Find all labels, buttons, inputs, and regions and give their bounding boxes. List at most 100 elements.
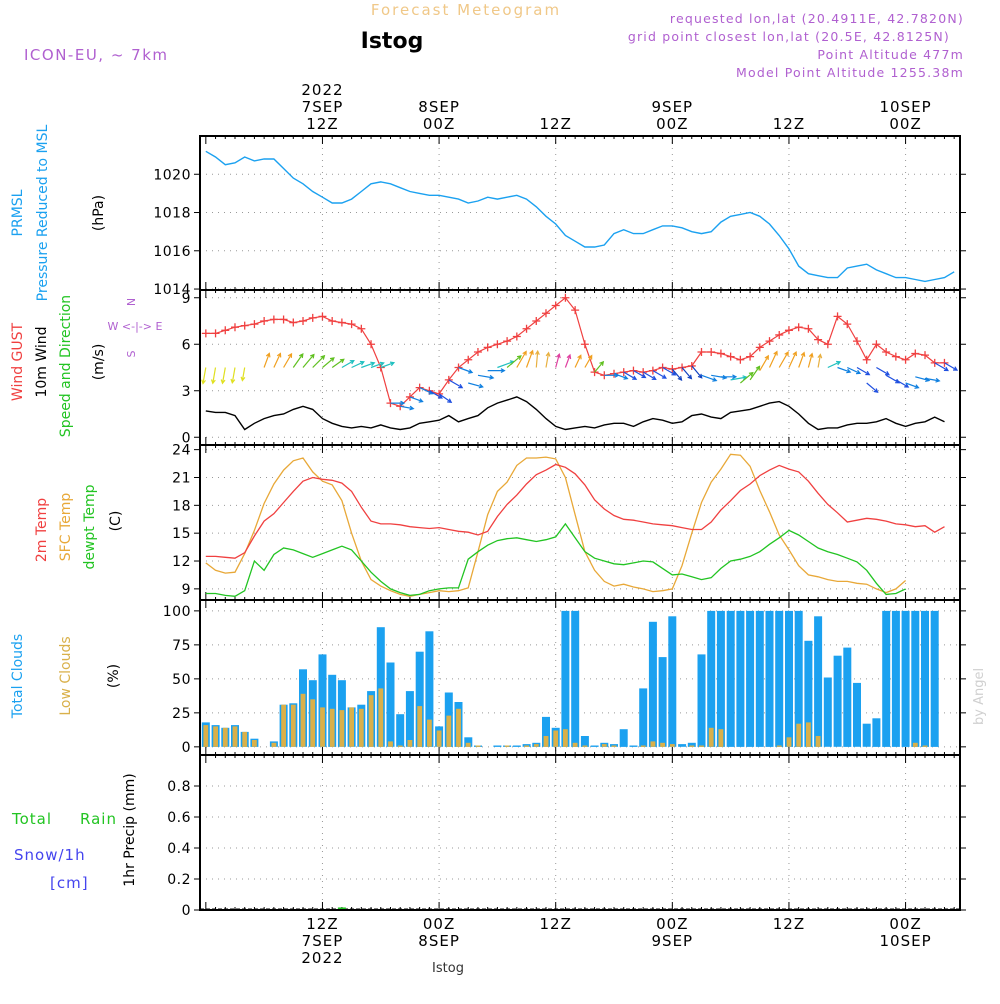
total-cloud-bar [716,610,725,747]
total-cloud-bar [794,610,803,747]
wind-direction-arrow [390,400,406,406]
bottom-time-label: 12Z [540,915,572,933]
wind-direction-arrow [201,367,207,385]
low-cloud-bar [456,708,461,747]
bottom-time-label: 9SEP [652,932,694,950]
wind-direction-arrow [477,374,495,380]
gust-marker [629,366,638,375]
gust-marker [891,352,900,361]
low-cloud-bar [242,731,248,747]
clouds-ytick-label: 0 [182,740,191,756]
low-cloud-bar [806,722,811,747]
pressure-line [205,150,955,283]
low-cloud-bar [290,704,296,747]
wind-direction-arrow [220,367,226,385]
total-cloud-bar [814,616,823,747]
wind-direction-arrow [331,358,345,368]
wind-direction-arrow [798,351,806,368]
low-cloud-bar [378,688,384,747]
wind-direction-arrow [302,353,315,368]
wind-direction-arrow [944,362,959,371]
low-cloud-bar [699,745,704,747]
gust-marker [250,320,259,329]
wind-ytick-label: 3 [182,384,191,400]
wind-ytick-label: 6 [182,337,191,353]
label-speed-direction: Speed and Direction [58,295,74,437]
precip-grid [194,755,966,911]
location-title: Istog [361,29,424,54]
low-cloud-bar [252,740,257,747]
precip-frame [199,754,961,911]
precip-panel: 0 0.2 0.4 0.6 0.8 [167,754,966,919]
total-cloud-bar [629,745,638,747]
low-cloud-bar [776,745,782,747]
gust-marker [668,365,677,374]
label-snow: Snow/1h [14,846,86,864]
gust-marker [493,340,502,349]
wind-direction-arrow [905,382,920,389]
wind-direction-arrow [409,396,424,403]
gust-marker [921,351,930,360]
wind-direction-arrow [468,382,484,389]
low-cloud-bar [358,708,364,747]
low-cloud-bar [563,729,568,747]
total-cloud-bar [522,744,531,747]
wind-direction-arrow [273,352,282,368]
total-cloud-bar [891,610,900,747]
wind-direction-arrow [564,353,572,368]
requested-coords: requested lon,lat (20.4911E, 42.7820N) [670,11,964,26]
wind-direction-arrow [613,373,629,380]
wind-ytick-label: 9 [182,291,191,307]
wind-direction-arrow [322,357,335,368]
low-cloud-bar [388,741,393,747]
gust-marker [882,348,891,356]
gust-marker [561,293,570,302]
total-cloud-bar [639,688,648,747]
watermark: by Angel [972,668,987,725]
gust-marker [862,355,871,364]
label-percent: (%) [106,664,122,688]
compass-north: N [125,298,138,306]
wind-direction-arrow [924,377,941,383]
label-total-clouds: Total Clouds [10,634,26,719]
compass-south: S [125,350,138,357]
label-prmsl: PRMSL [10,189,26,236]
low-cloud-bar [368,695,374,747]
bottom-time-label: 8SEP [418,932,460,950]
temp-ytick-label: 15 [172,526,191,542]
temp-ytick-label: 21 [172,470,191,486]
total-cloud-bar [697,654,706,747]
wind-direction-arrow [448,379,464,389]
total-cloud-bar [425,631,434,747]
bottom-time-label: 12Z [773,915,805,933]
top-time-label: 10SEP [880,98,932,116]
low-cloud-bar [912,742,918,747]
sfc-temp-line [205,453,907,597]
wind-ytick-label: 0 [182,430,191,446]
wind-speed-line [205,396,945,431]
wind-direction-arrow [934,362,949,372]
gust-marker [376,363,385,372]
gust-marker [746,352,755,361]
label-low-clouds: Low Clouds [58,636,74,715]
label-2m-temp: 2m Temp [34,498,50,562]
low-cloud-bar [475,745,481,747]
gust-marker [911,349,920,358]
wind-direction-arrow [283,352,293,368]
pressure-panel: 1014 1016 1018 1020 [153,135,966,298]
total-cloud-bar [901,610,910,747]
label-hpa: (hPa) [91,195,107,231]
total-cloud-bar [542,716,550,747]
total-cloud-bar [386,662,395,747]
label-ms: (m/s) [91,344,107,381]
gust-marker [279,315,288,324]
wind-direction-arrow [778,351,789,368]
wind-direction-arrow [807,352,814,368]
top-time-label: 7SEP [302,98,344,116]
gust-marker [532,317,541,325]
wind-direction-arrow [438,393,453,404]
wind-direction-arrow [535,349,540,368]
pressure-ytick-label: 1018 [153,206,191,222]
wind-direction-arrow [594,360,605,373]
